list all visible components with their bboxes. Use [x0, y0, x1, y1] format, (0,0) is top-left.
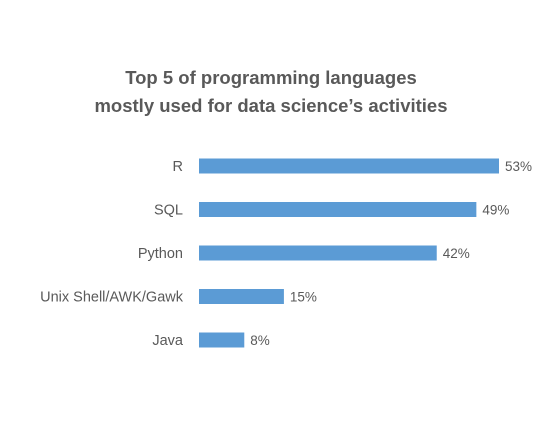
chart-title-line-1: Top 5 of programming languages — [125, 67, 417, 88]
bar — [199, 158, 499, 174]
chart-title-line-2: mostly used for data science’s activitie… — [94, 95, 448, 116]
category-label: Java — [152, 333, 184, 349]
category-label: SQL — [154, 203, 183, 219]
bar — [199, 202, 477, 217]
bar — [199, 332, 245, 348]
value-label: 53% — [505, 159, 532, 174]
bar-group: Unix Shell/AWK/Gawk 15% — [40, 289, 317, 306]
bar — [199, 289, 284, 304]
value-label: 49% — [482, 203, 509, 218]
bar — [199, 245, 437, 261]
category-label: R — [173, 159, 183, 175]
category-label: Unix Shell/AWK/Gawk — [40, 290, 184, 306]
bar-group: R 53% — [173, 158, 532, 175]
value-label: 42% — [443, 246, 470, 261]
chart-title: Top 5 of programming languages mostly us… — [0, 64, 542, 120]
bar-group: SQL 49% — [154, 202, 509, 219]
bar-group: Java 8% — [152, 332, 270, 349]
value-label: 15% — [290, 290, 317, 305]
category-label: Python — [138, 246, 183, 262]
value-label: 8% — [250, 333, 270, 348]
bar-group: Python 42% — [138, 245, 470, 262]
